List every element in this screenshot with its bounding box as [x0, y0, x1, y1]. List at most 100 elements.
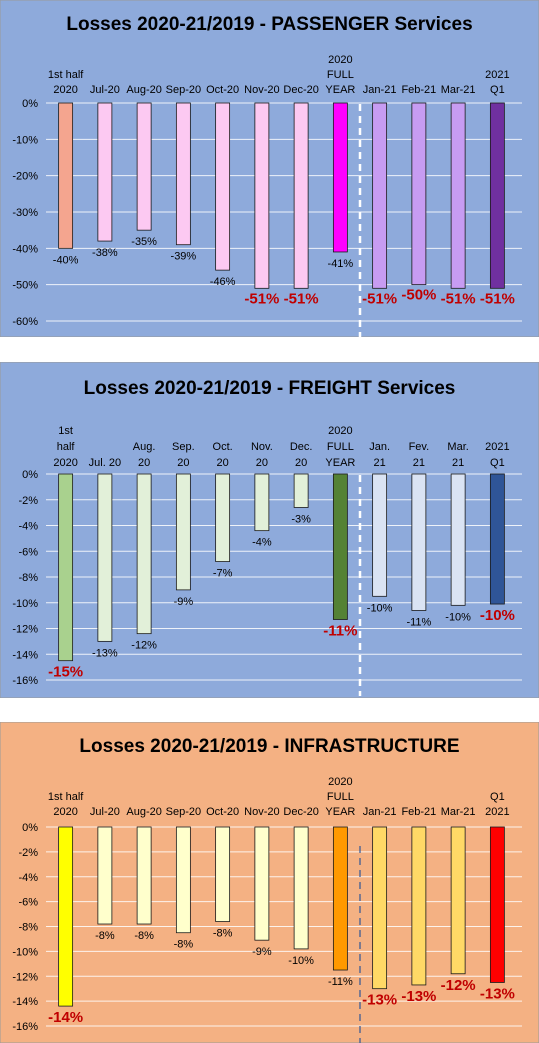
freight-category-label: 21 — [452, 457, 464, 469]
passenger-data-label: -40% — [53, 254, 79, 266]
infrastructure-category-label: 2020 — [53, 806, 77, 818]
passenger-category-label: 2020 — [53, 84, 77, 96]
passenger-ytick-label: -60% — [12, 316, 38, 328]
infrastructure-category-label: 1st half — [48, 791, 84, 803]
freight-category-label: 1st — [58, 425, 73, 437]
infrastructure-bar — [58, 826, 74, 1007]
passenger-category-label: Jul-20 — [90, 84, 120, 96]
freight-data-label: -9% — [174, 596, 194, 608]
infrastructure-data-label: -11% — [328, 976, 353, 988]
freight-bar — [58, 473, 74, 662]
infrastructure-ytick-label: -10% — [12, 946, 38, 958]
infrastructure-bar — [293, 826, 309, 950]
freight-category-label: Nov. — [251, 441, 273, 453]
freight-bar — [215, 473, 231, 562]
passenger-category-label: Jan-21 — [363, 84, 397, 96]
infrastructure-data-label: -13% — [480, 985, 515, 1002]
infrastructure-category-label: Aug-20 — [126, 806, 161, 818]
infrastructure-data-label: -14% — [48, 1009, 83, 1026]
freight-data-label: -10% — [445, 611, 471, 623]
infrastructure-category-label: Nov-20 — [244, 806, 279, 818]
infrastructure-data-label: -13% — [401, 988, 436, 1005]
freight-ytick-label: -2% — [18, 495, 38, 507]
passenger-bar — [372, 102, 388, 289]
freight-chart: Losses 2020-21/2019 - FREIGHT Services 0%… — [0, 362, 539, 698]
freight-category-label: 2020 — [53, 457, 77, 469]
freight-bar — [293, 473, 309, 508]
infrastructure-ytick-label: -2% — [18, 847, 38, 859]
passenger-ytick-label: -20% — [12, 171, 38, 183]
infrastructure-bar — [254, 826, 270, 941]
freight-bar — [175, 473, 191, 591]
infrastructure-category-label: 2021 — [485, 806, 509, 818]
infrastructure-bar — [136, 826, 152, 925]
passenger-data-label: -51% — [244, 290, 279, 307]
freight-category-label: 21 — [374, 457, 386, 469]
infrastructure-ytick-label: -4% — [18, 872, 38, 884]
infrastructure-bar — [97, 826, 113, 925]
freight-category-label: 20 — [177, 457, 189, 469]
passenger-category-label: Mar-21 — [441, 84, 476, 96]
freight-category-label: Aug. — [133, 441, 156, 453]
passenger-category-label: Aug-20 — [126, 84, 161, 96]
passenger-bar — [293, 102, 309, 289]
freight-category-label: Jul. 20 — [89, 457, 121, 469]
freight-data-label: -7% — [213, 568, 233, 580]
passenger-data-label: -51% — [480, 290, 515, 307]
freight-category-label: Dec. — [290, 441, 313, 453]
freight-data-label: -10% — [480, 607, 515, 624]
infrastructure-bar — [450, 826, 466, 975]
freight-bar — [332, 473, 348, 620]
infrastructure-data-label: -8% — [174, 939, 194, 951]
freight-bar — [254, 473, 270, 532]
freight-ytick-label: 0% — [22, 469, 38, 481]
passenger-ytick-label: -50% — [12, 280, 38, 292]
infrastructure-bar — [372, 826, 388, 990]
infrastructure-ytick-label: -16% — [12, 1021, 38, 1033]
infrastructure-bar — [215, 826, 231, 922]
infrastructure-category-label: 2020 — [328, 776, 352, 788]
passenger-background — [0, 0, 539, 337]
freight-background — [0, 362, 539, 698]
freight-category-label: YEAR — [325, 457, 355, 469]
passenger-ytick-label: 0% — [22, 98, 38, 110]
passenger-bar — [215, 102, 231, 271]
infrastructure-bar — [332, 826, 348, 971]
infrastructure-data-label: -8% — [213, 928, 233, 940]
passenger-chart: Losses 2020-21/2019 - PASSENGER Services… — [0, 0, 539, 337]
passenger-category-label: YEAR — [325, 84, 355, 96]
passenger-bar — [332, 102, 348, 253]
freight-data-label: -15% — [48, 664, 83, 681]
infrastructure-data-label: -13% — [362, 992, 397, 1009]
freight-chart-svg: Losses 2020-21/2019 - FREIGHT Services 0%… — [0, 362, 539, 698]
freight-data-label: -11% — [323, 622, 357, 639]
freight-ytick-label: -14% — [12, 649, 38, 661]
passenger-category-label: Nov-20 — [244, 84, 279, 96]
infrastructure-background — [0, 722, 539, 1043]
passenger-title: Losses 2020-21/2019 - PASSENGER Services — [66, 14, 472, 35]
passenger-bar — [254, 102, 270, 289]
infrastructure-bar — [175, 826, 191, 934]
freight-category-label: Q1 — [490, 457, 505, 469]
passenger-ytick-label: -40% — [12, 243, 38, 255]
passenger-bar — [450, 102, 466, 289]
passenger-data-label: -41% — [328, 258, 354, 270]
passenger-data-label: -51% — [441, 290, 476, 307]
infrastructure-category-label: Jul-20 — [90, 806, 120, 818]
freight-bar — [372, 473, 388, 597]
freight-category-label: 2020 — [328, 425, 352, 437]
passenger-bar — [411, 102, 427, 286]
freight-category-label: Fev. — [409, 441, 430, 453]
freight-category-label: 2021 — [485, 441, 509, 453]
freight-ytick-label: -4% — [18, 521, 38, 533]
freight-title: Losses 2020-21/2019 - FREIGHT Services — [84, 378, 456, 399]
passenger-category-label: 2021 — [485, 69, 509, 81]
passenger-bar — [58, 102, 74, 249]
freight-category-label: 21 — [413, 457, 425, 469]
freight-category-label: Oct. — [213, 441, 233, 453]
freight-category-label: Mar. — [447, 441, 468, 453]
freight-category-label: Sep. — [172, 441, 195, 453]
passenger-data-label: -35% — [131, 236, 157, 248]
passenger-category-label: Feb-21 — [401, 84, 436, 96]
infrastructure-data-label: -8% — [134, 930, 154, 942]
